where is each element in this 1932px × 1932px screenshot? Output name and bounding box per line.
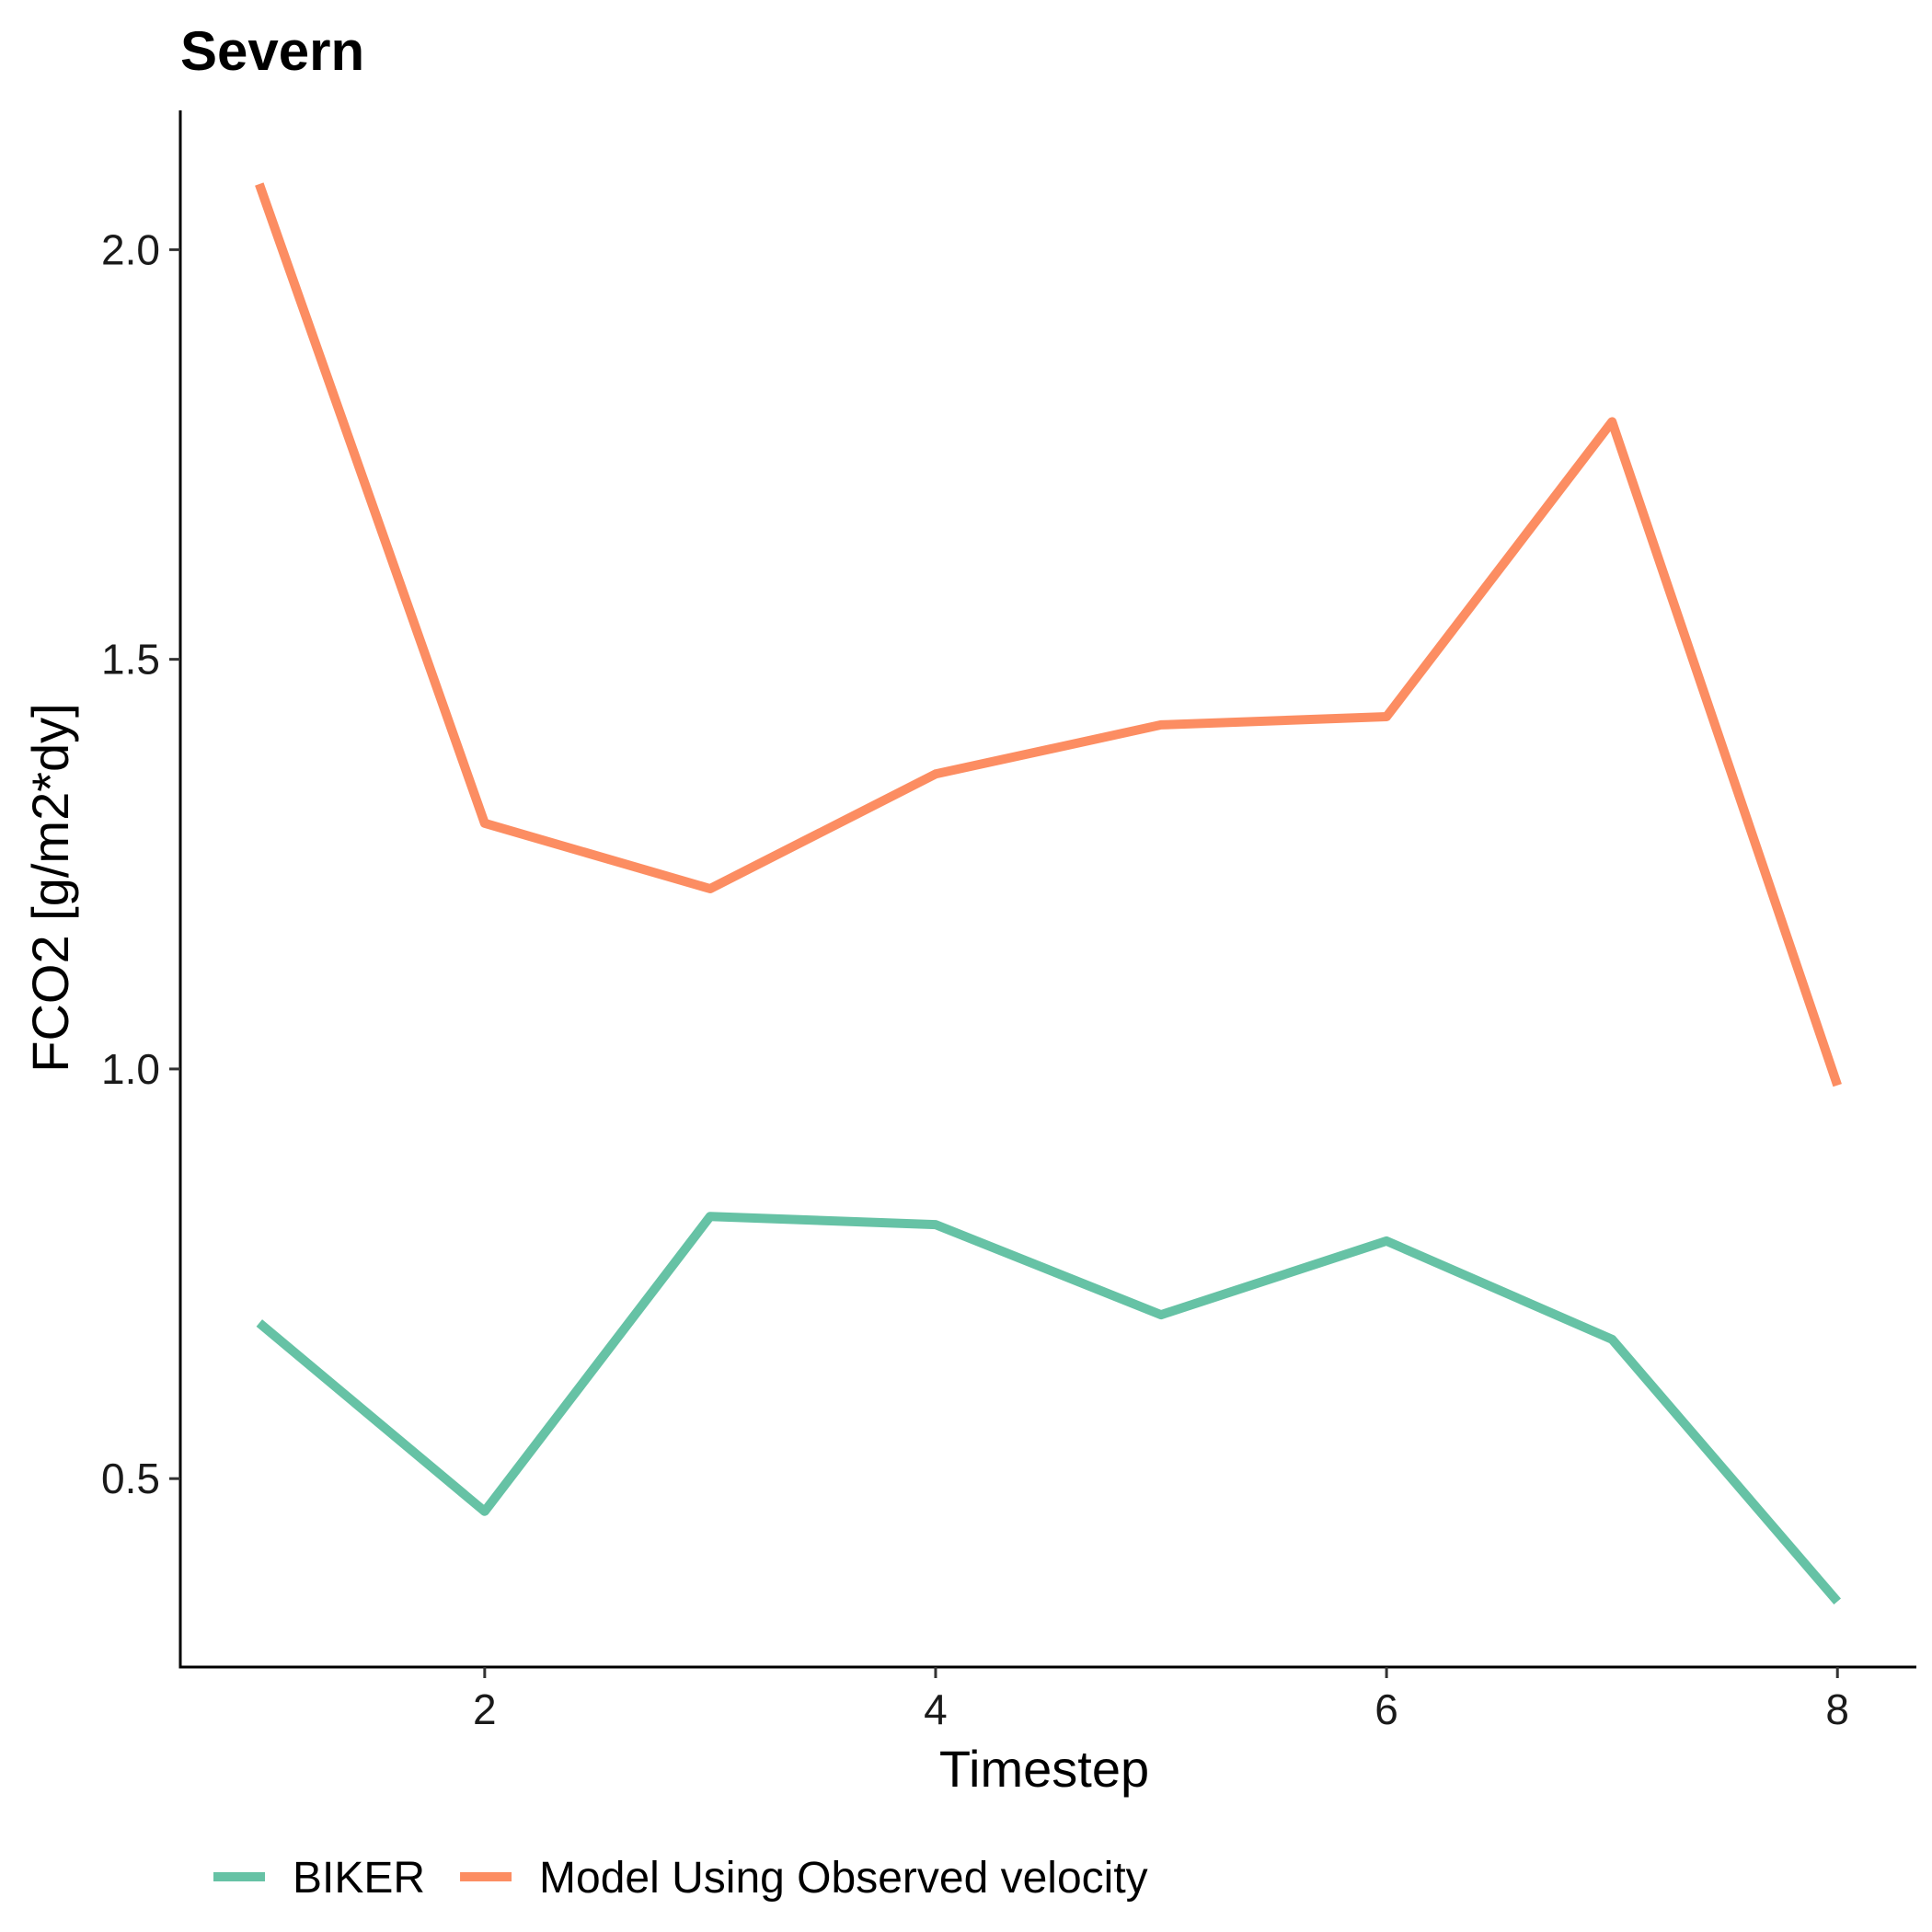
series-line-model-observed-velocity xyxy=(255,182,1842,1087)
y-tick-label: 0.5 xyxy=(101,1455,160,1502)
legend: BIKER Model Using Observed velocity xyxy=(213,1854,1148,1903)
x-tick-label: 6 xyxy=(1374,1685,1398,1733)
x-tick-label: 8 xyxy=(1825,1685,1849,1733)
y-tick-label: 2.0 xyxy=(101,225,160,273)
x-tick-label: 4 xyxy=(924,1685,948,1733)
x-tick-label: 2 xyxy=(473,1685,497,1733)
chart-title: Severn xyxy=(180,20,364,82)
series-lines xyxy=(255,182,1842,1605)
x-axis-title: Timestep xyxy=(939,1740,1149,1798)
series-line-biker xyxy=(256,1212,1841,1605)
y-tick-label: 1.0 xyxy=(101,1045,160,1093)
axes: 2 4 6 8 0.5 1.0 1.5 2.0 xyxy=(101,110,1916,1733)
legend-label-biker: BIKER xyxy=(293,1854,425,1903)
y-tick-label: 1.5 xyxy=(101,636,160,684)
legend-label-model-observed-velocity: Model Using Observed velocity xyxy=(539,1854,1148,1903)
y-axis-title: FCO2 [g/m2*dy] xyxy=(21,703,79,1072)
